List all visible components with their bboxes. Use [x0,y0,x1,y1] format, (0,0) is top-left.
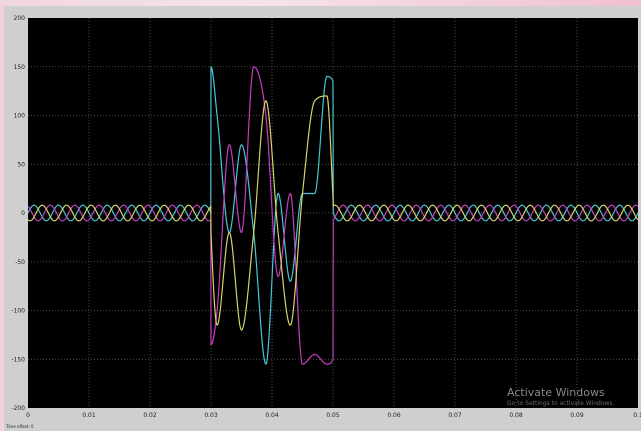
x-tick-label: 0.04 [265,412,279,419]
x-tick-label: 0.01 [82,412,96,419]
tick-labels: 0 0.01 0.02 0.03 0.04 0.05 0.06 0.07 0.08 0.09 0.1… [11,15,641,419]
time-offset-label: Time offset: 0 [6,424,34,429]
x-tick-label: 0.05 [326,412,340,419]
y-tick-label: 150 [14,64,26,71]
scope-plot: 0 0.01 0.02 0.03 0.04 0.05 0.06 0.07 0.08 0.09 0.1… [11,15,641,419]
y-tick-label: -100 [11,308,25,315]
activate-windows-subtitle: Go to Settings to activate Windows. [507,400,615,407]
x-tick-label: 0.03 [204,412,218,419]
x-tick-label: 0.02 [143,412,157,419]
activate-windows-title: Activate Windows [507,386,605,399]
series-line [27,65,639,365]
x-tick-label: 0.07 [448,412,462,419]
y-tick-label: -50 [15,259,25,266]
y-tick-label: -200 [11,405,25,412]
x-tick-label: 0.09 [570,412,584,419]
y-tick-label: 0 [21,210,25,217]
y-tick-label: 50 [17,161,25,168]
series-line [27,66,639,365]
x-tick-label: 0.08 [509,412,523,419]
y-tick-label: -150 [11,356,25,363]
x-tick-label: 0.06 [387,412,401,419]
page-header-strip [0,0,641,6]
x-tick-label: 0 [26,412,30,419]
y-tick-label: 100 [14,113,26,120]
series-layer [27,65,639,365]
x-tick-label: 0.1 [633,412,641,419]
series-line [27,95,639,331]
y-tick-label: 200 [14,15,26,22]
scope-frame: 0 0.01 0.02 0.03 0.04 0.05 0.06 0.07 0.08 0.09 0.1… [4,6,641,431]
